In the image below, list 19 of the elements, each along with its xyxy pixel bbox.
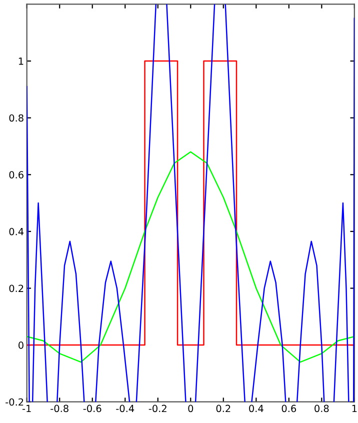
y-tick-label: 0.8 [9, 114, 24, 122]
x-tick-label: -0.8 [50, 404, 68, 412]
x-tick-label: -0.6 [83, 404, 102, 412]
x-tick-label: 0.8 [314, 404, 329, 412]
y-tick-label: 0.2 [9, 284, 24, 292]
x-tick-label: 1 [352, 404, 357, 412]
x-tick-label: -0.4 [116, 404, 134, 412]
x-tick-label: 0 [188, 404, 194, 412]
y-tick-label: 0.6 [9, 171, 24, 178]
y-tick-label: 1 [18, 58, 24, 65]
x-tick-label: 0.6 [282, 404, 296, 412]
line-series [26, 151, 354, 363]
x-tick-label: -1 [22, 404, 31, 412]
y-tick-label: 0.4 [9, 228, 24, 236]
y-tick-label: -0.2 [6, 398, 24, 406]
x-tick-label: 0.4 [249, 404, 264, 412]
y-tick-label: 0 [18, 342, 24, 349]
x-tick-label: -0.2 [148, 404, 166, 412]
x-tick-label: 0.2 [216, 404, 230, 412]
